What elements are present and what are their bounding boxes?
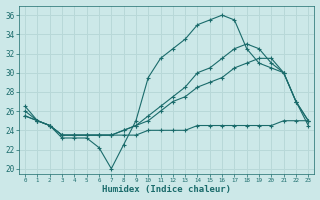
X-axis label: Humidex (Indice chaleur): Humidex (Indice chaleur) <box>102 185 231 194</box>
